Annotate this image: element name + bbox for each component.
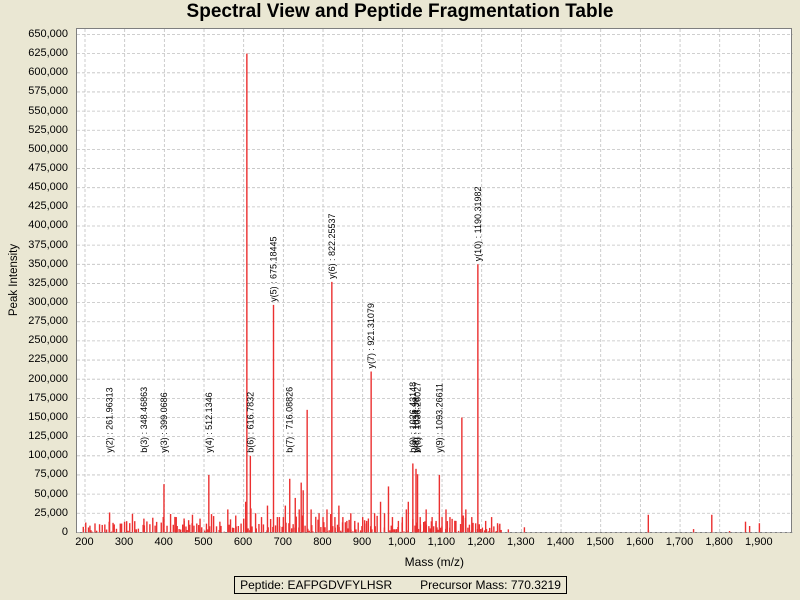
svg-text:y(2) : 261.96313: y(2) : 261.96313	[105, 388, 115, 453]
svg-text:y(7) : 921.31079: y(7) : 921.31079	[367, 303, 377, 368]
svg-text:b(7) : 716.08826: b(7) : 716.08826	[285, 387, 295, 453]
svg-text:y(10) : 1190.31982: y(10) : 1190.31982	[473, 187, 483, 262]
svg-text:y(9) : 1093.26611: y(9) : 1093.26611	[435, 383, 445, 453]
svg-text:y(3) : 399.0686: y(3) : 399.0686	[159, 393, 169, 453]
svg-text:y(6) : 822.25537: y(6) : 822.25537	[327, 214, 337, 279]
svg-text:b(8) : 1038.28027: b(8) : 1038.28027	[413, 382, 423, 453]
svg-text:y(4) : 512.1346: y(4) : 512.1346	[204, 393, 214, 453]
svg-text:b(6) : 616.7832: b(6) : 616.7832	[246, 392, 256, 453]
svg-text:y(5) : 675.18445: y(5) : 675.18445	[269, 237, 279, 302]
svg-text:b(3) : 348.46863: b(3) : 348.46863	[139, 387, 149, 453]
